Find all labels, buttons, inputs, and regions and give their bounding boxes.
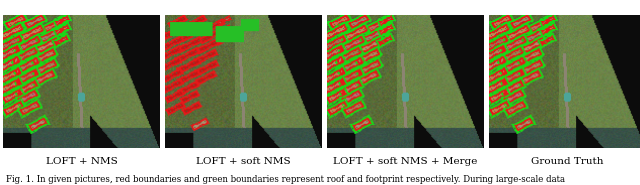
- Text: LOFT + soft NMS: LOFT + soft NMS: [196, 157, 291, 166]
- Text: LOFT + soft NMS + Merge: LOFT + soft NMS + Merge: [333, 157, 477, 166]
- Text: Ground Truth: Ground Truth: [531, 157, 604, 166]
- Text: Fig. 1. In given pictures, red boundaries and green boundaries represent roof an: Fig. 1. In given pictures, red boundarie…: [6, 175, 565, 184]
- Text: LOFT + NMS: LOFT + NMS: [45, 157, 118, 166]
